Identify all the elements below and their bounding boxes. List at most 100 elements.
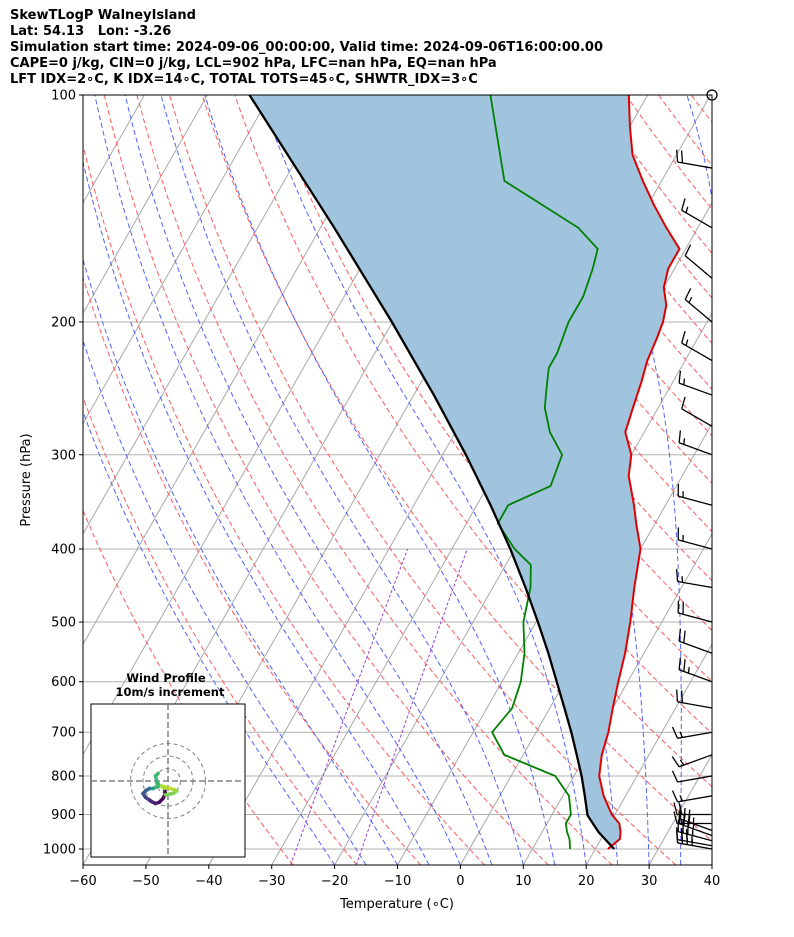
wind-profile-inset: Wind Profile 10m/s increment <box>90 671 246 858</box>
barb-staff <box>677 701 713 709</box>
moist-adiabat <box>124 95 493 865</box>
wind-barb <box>671 790 713 803</box>
wind-barb <box>676 569 713 589</box>
moist-adiabat <box>259 95 587 865</box>
plot-area <box>0 95 794 865</box>
y-tick-label: 700 <box>51 726 76 741</box>
barb-half <box>685 206 689 213</box>
x-tick-label: −60 <box>69 874 96 889</box>
barb-half <box>683 438 686 445</box>
isotherm-line <box>711 863 712 865</box>
barb-staff <box>678 612 713 623</box>
title-line-cape: CAPE=0 j/kg, CIN=0 j/kg, LCL=902 hPa, LF… <box>10 56 497 71</box>
y-tick-label: 200 <box>51 315 76 330</box>
dry-adiabat <box>103 95 549 865</box>
barb-half <box>683 378 686 385</box>
barb-flag <box>684 288 692 300</box>
dry-adiabat <box>83 143 485 865</box>
barb-flag <box>676 827 679 840</box>
barb-flag <box>678 370 682 384</box>
y-tick-label: 400 <box>51 542 76 557</box>
wind-barb <box>677 600 713 623</box>
isotherm-line <box>83 95 271 425</box>
title-line-station: SkewTLogP WalneyIsland <box>10 8 196 23</box>
barb-half <box>679 795 684 802</box>
wind-barb <box>684 244 713 279</box>
barb-staff <box>678 495 713 506</box>
y-tick-label: 500 <box>51 616 76 631</box>
wind-barb <box>673 811 712 825</box>
x-tick-label: −50 <box>132 874 159 889</box>
barb-flag <box>676 689 679 702</box>
barb-half <box>687 666 690 674</box>
isotherm-line <box>83 95 334 535</box>
x-tick-label: 20 <box>578 874 595 889</box>
barb-flag <box>683 659 686 672</box>
wind-barb <box>671 754 713 768</box>
barb-staff <box>678 382 713 396</box>
barb-staff <box>681 342 713 362</box>
mixing-ratio-line <box>355 548 468 865</box>
barb-staff <box>678 539 713 550</box>
barb-staff <box>677 839 713 847</box>
wind-barb <box>678 628 713 654</box>
isotherm-line <box>775 95 794 865</box>
barb-flag <box>681 330 686 344</box>
y-tick-label: 800 <box>51 769 76 784</box>
x-axis-label: Temperature (∘C) <box>339 897 454 912</box>
moist-adiabat <box>544 95 682 865</box>
barb-staff <box>684 298 713 323</box>
calm-circle <box>706 89 718 101</box>
dry-adiabat <box>658 95 712 167</box>
barb-flag <box>680 150 684 163</box>
barb-staff <box>677 775 713 783</box>
temperature-profile <box>598 95 681 850</box>
barb-flag <box>687 809 691 823</box>
barb-staff <box>681 408 713 427</box>
barb-staff <box>678 831 713 842</box>
y-tick-label: 300 <box>51 448 76 463</box>
barb-flag <box>671 756 680 768</box>
barb-flag <box>685 829 689 842</box>
barb-flag <box>678 811 683 824</box>
moist-adiabat <box>160 95 524 865</box>
cin-shading <box>249 95 680 849</box>
chart-header: SkewTLogP WalneyIsland Lat: 54.13 Lon: -… <box>10 8 603 88</box>
barb-staff <box>678 442 713 456</box>
barb-staff <box>678 669 713 683</box>
wind-barb <box>684 288 713 323</box>
wind-barb <box>681 330 713 362</box>
wind-barb <box>678 370 713 396</box>
barb-half <box>679 759 685 766</box>
x-tick-label: 40 <box>704 874 721 889</box>
barb-flag <box>681 198 686 211</box>
wind-barbs <box>671 89 718 850</box>
barb-flag <box>681 396 686 409</box>
inset-subtitle: 10m/s increment <box>116 685 225 699</box>
wind-barb <box>677 483 713 506</box>
barb-staff <box>678 640 713 654</box>
x-tick-label: 10 <box>515 874 532 889</box>
barb-flag <box>678 628 682 642</box>
barb-flag <box>676 569 679 582</box>
wind-barb <box>676 149 713 169</box>
dry-adiabat <box>789 95 794 865</box>
dry-adiabat <box>83 275 422 865</box>
parcel-profile <box>248 95 616 850</box>
barb-staff <box>678 817 713 832</box>
isotherm-line <box>0 95 19 865</box>
barb-flag <box>680 828 684 841</box>
dry-adiabat <box>462 95 712 437</box>
barb-half <box>679 731 684 738</box>
barb-half <box>685 339 689 346</box>
title-line-indices: LFT IDX=2∘C, K IDX=14∘C, TOTAL TOTS=45∘C… <box>10 72 478 87</box>
wind-barb <box>678 430 713 456</box>
dry-adiabat <box>266 95 712 735</box>
barb-flag <box>673 811 678 824</box>
barb-half <box>688 296 693 303</box>
dry-adiabat <box>690 95 712 124</box>
x-tick-label: −10 <box>384 874 411 889</box>
isotherm-line <box>0 95 82 865</box>
